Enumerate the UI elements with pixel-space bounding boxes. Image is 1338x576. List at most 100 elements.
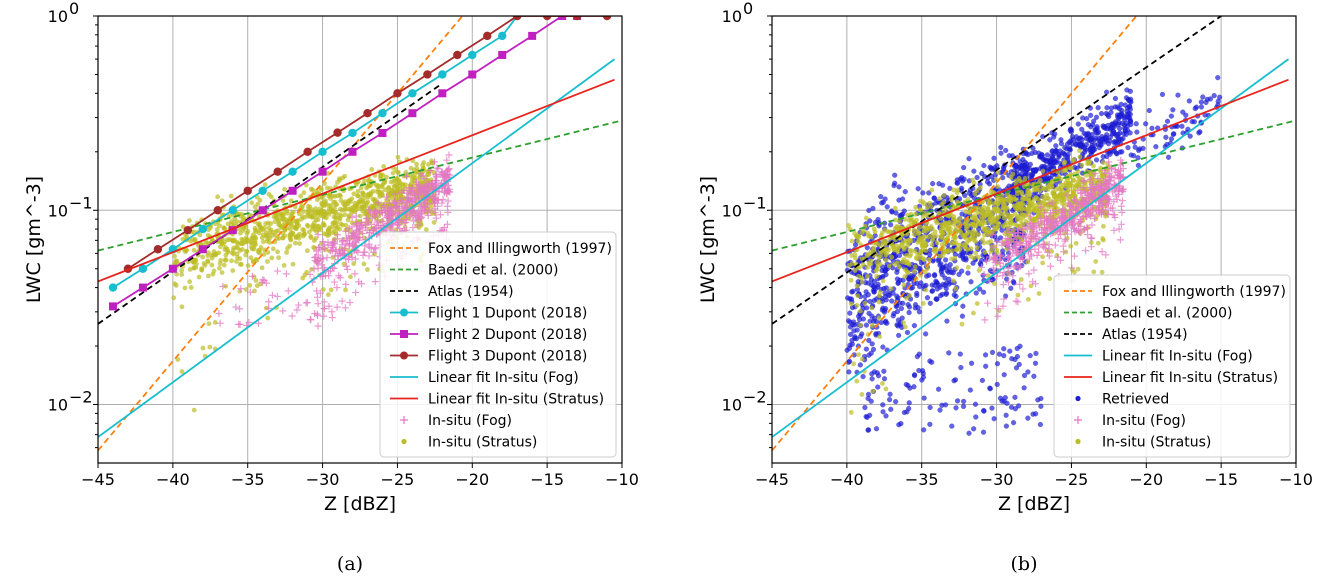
stratus-point	[896, 264, 902, 270]
retrieved-point	[1106, 113, 1112, 120]
y-tick-label: 10	[722, 201, 742, 220]
stratus-point	[274, 211, 280, 217]
fog-point	[413, 187, 421, 195]
stratus-point	[889, 254, 895, 260]
stratus-point	[1071, 157, 1077, 162]
retrieved-point	[1093, 157, 1100, 163]
fog-point	[215, 309, 223, 317]
retrieved-point	[937, 293, 944, 299]
retrieved-point	[1127, 130, 1133, 136]
fog-point	[419, 172, 427, 180]
fog-point	[346, 299, 354, 307]
series-line-atlas-1954	[98, 82, 443, 325]
fog-point	[330, 278, 338, 286]
stratus-point	[336, 215, 342, 221]
retrieved-point	[1098, 110, 1105, 117]
retrieved-point	[1207, 96, 1213, 102]
stratus-point	[253, 278, 259, 283]
y-tick-exponent: −2	[69, 388, 93, 407]
stratus-point	[988, 188, 994, 194]
fog-point	[990, 243, 998, 251]
stratus-point	[308, 213, 314, 219]
retrieved-point	[1003, 412, 1009, 418]
retrieved-point	[1025, 151, 1031, 158]
retrieved-point	[1085, 122, 1091, 128]
stratus-point	[223, 257, 229, 263]
stratus-point	[172, 253, 177, 259]
retrieved-point	[949, 423, 955, 429]
stratus-point	[968, 246, 974, 252]
fog-point	[1025, 270, 1033, 278]
stratus-point	[369, 167, 375, 172]
fog-point	[1069, 202, 1077, 210]
fog-point	[437, 211, 445, 219]
fog-point	[1078, 194, 1086, 202]
fog-point	[1061, 235, 1069, 243]
stratus-point	[954, 246, 960, 252]
fog-point	[352, 212, 360, 220]
retrieved-point	[923, 331, 929, 337]
series-line-linear-fit-in-situ-fog	[98, 58, 616, 438]
x-tick-label: −30	[306, 470, 340, 489]
stratus-point	[240, 228, 246, 233]
retrieved-point	[989, 405, 995, 411]
fog-point	[310, 265, 318, 273]
legend: Fox and Illingworth (1997)Baedi et al. (…	[1053, 274, 1291, 458]
retrieved-point	[1003, 423, 1009, 429]
retrieved-point	[1095, 129, 1102, 135]
retrieved-point	[1069, 141, 1076, 147]
retrieved-point	[1180, 109, 1186, 115]
fog-point	[999, 272, 1007, 280]
legend-label: Atlas (1954)	[1102, 327, 1188, 343]
retrieved-point	[889, 208, 895, 214]
stratus-point	[191, 407, 197, 413]
stratus-point	[205, 259, 211, 265]
stratus-point	[200, 254, 206, 260]
fog-point	[371, 245, 379, 253]
retrieved-point	[1153, 144, 1159, 150]
retrieved-point	[1091, 118, 1097, 124]
retrieved-point	[1118, 101, 1124, 107]
fog-point	[1064, 199, 1072, 207]
retrieved-point	[929, 288, 936, 294]
fog-point	[1112, 168, 1120, 176]
retrieved-point	[994, 381, 1000, 388]
stratus-point	[980, 218, 986, 224]
fog-point	[1088, 221, 1096, 229]
retrieved-point	[1017, 343, 1023, 349]
retrieved-point	[860, 316, 866, 322]
stratus-point	[303, 182, 309, 188]
stratus-point	[966, 229, 972, 235]
stratus-point	[221, 262, 227, 268]
stratus-point	[918, 248, 924, 254]
stratus-point	[210, 271, 216, 277]
fog-point	[1047, 219, 1055, 227]
retrieved-point	[893, 303, 899, 310]
stratus-point	[1026, 204, 1032, 210]
retrieved-point	[943, 285, 949, 291]
fog-point	[1086, 212, 1094, 220]
marker-circle	[542, 16, 552, 21]
retrieved-point	[1007, 348, 1013, 354]
y-tick-label: 10	[48, 396, 68, 415]
retrieved-point	[1200, 94, 1206, 100]
fog-point	[1012, 241, 1020, 249]
x-tick-label: −45	[81, 470, 115, 489]
fog-point	[1105, 158, 1113, 166]
fog-point	[1014, 298, 1022, 306]
retrieved-point	[974, 174, 980, 181]
fog-point	[1013, 249, 1021, 257]
stratus-point	[295, 218, 301, 224]
stratus-point	[957, 228, 963, 234]
stratus-point	[365, 267, 370, 272]
retrieved-point	[1102, 139, 1108, 145]
fog-point	[431, 209, 439, 217]
stratus-point	[1001, 212, 1007, 218]
stratus-point	[207, 344, 213, 350]
stratus-point	[1058, 182, 1064, 188]
stratus-point	[375, 183, 381, 188]
fog-point	[1107, 164, 1115, 172]
fog-point	[1025, 255, 1033, 263]
retrieved-point	[1086, 132, 1092, 138]
